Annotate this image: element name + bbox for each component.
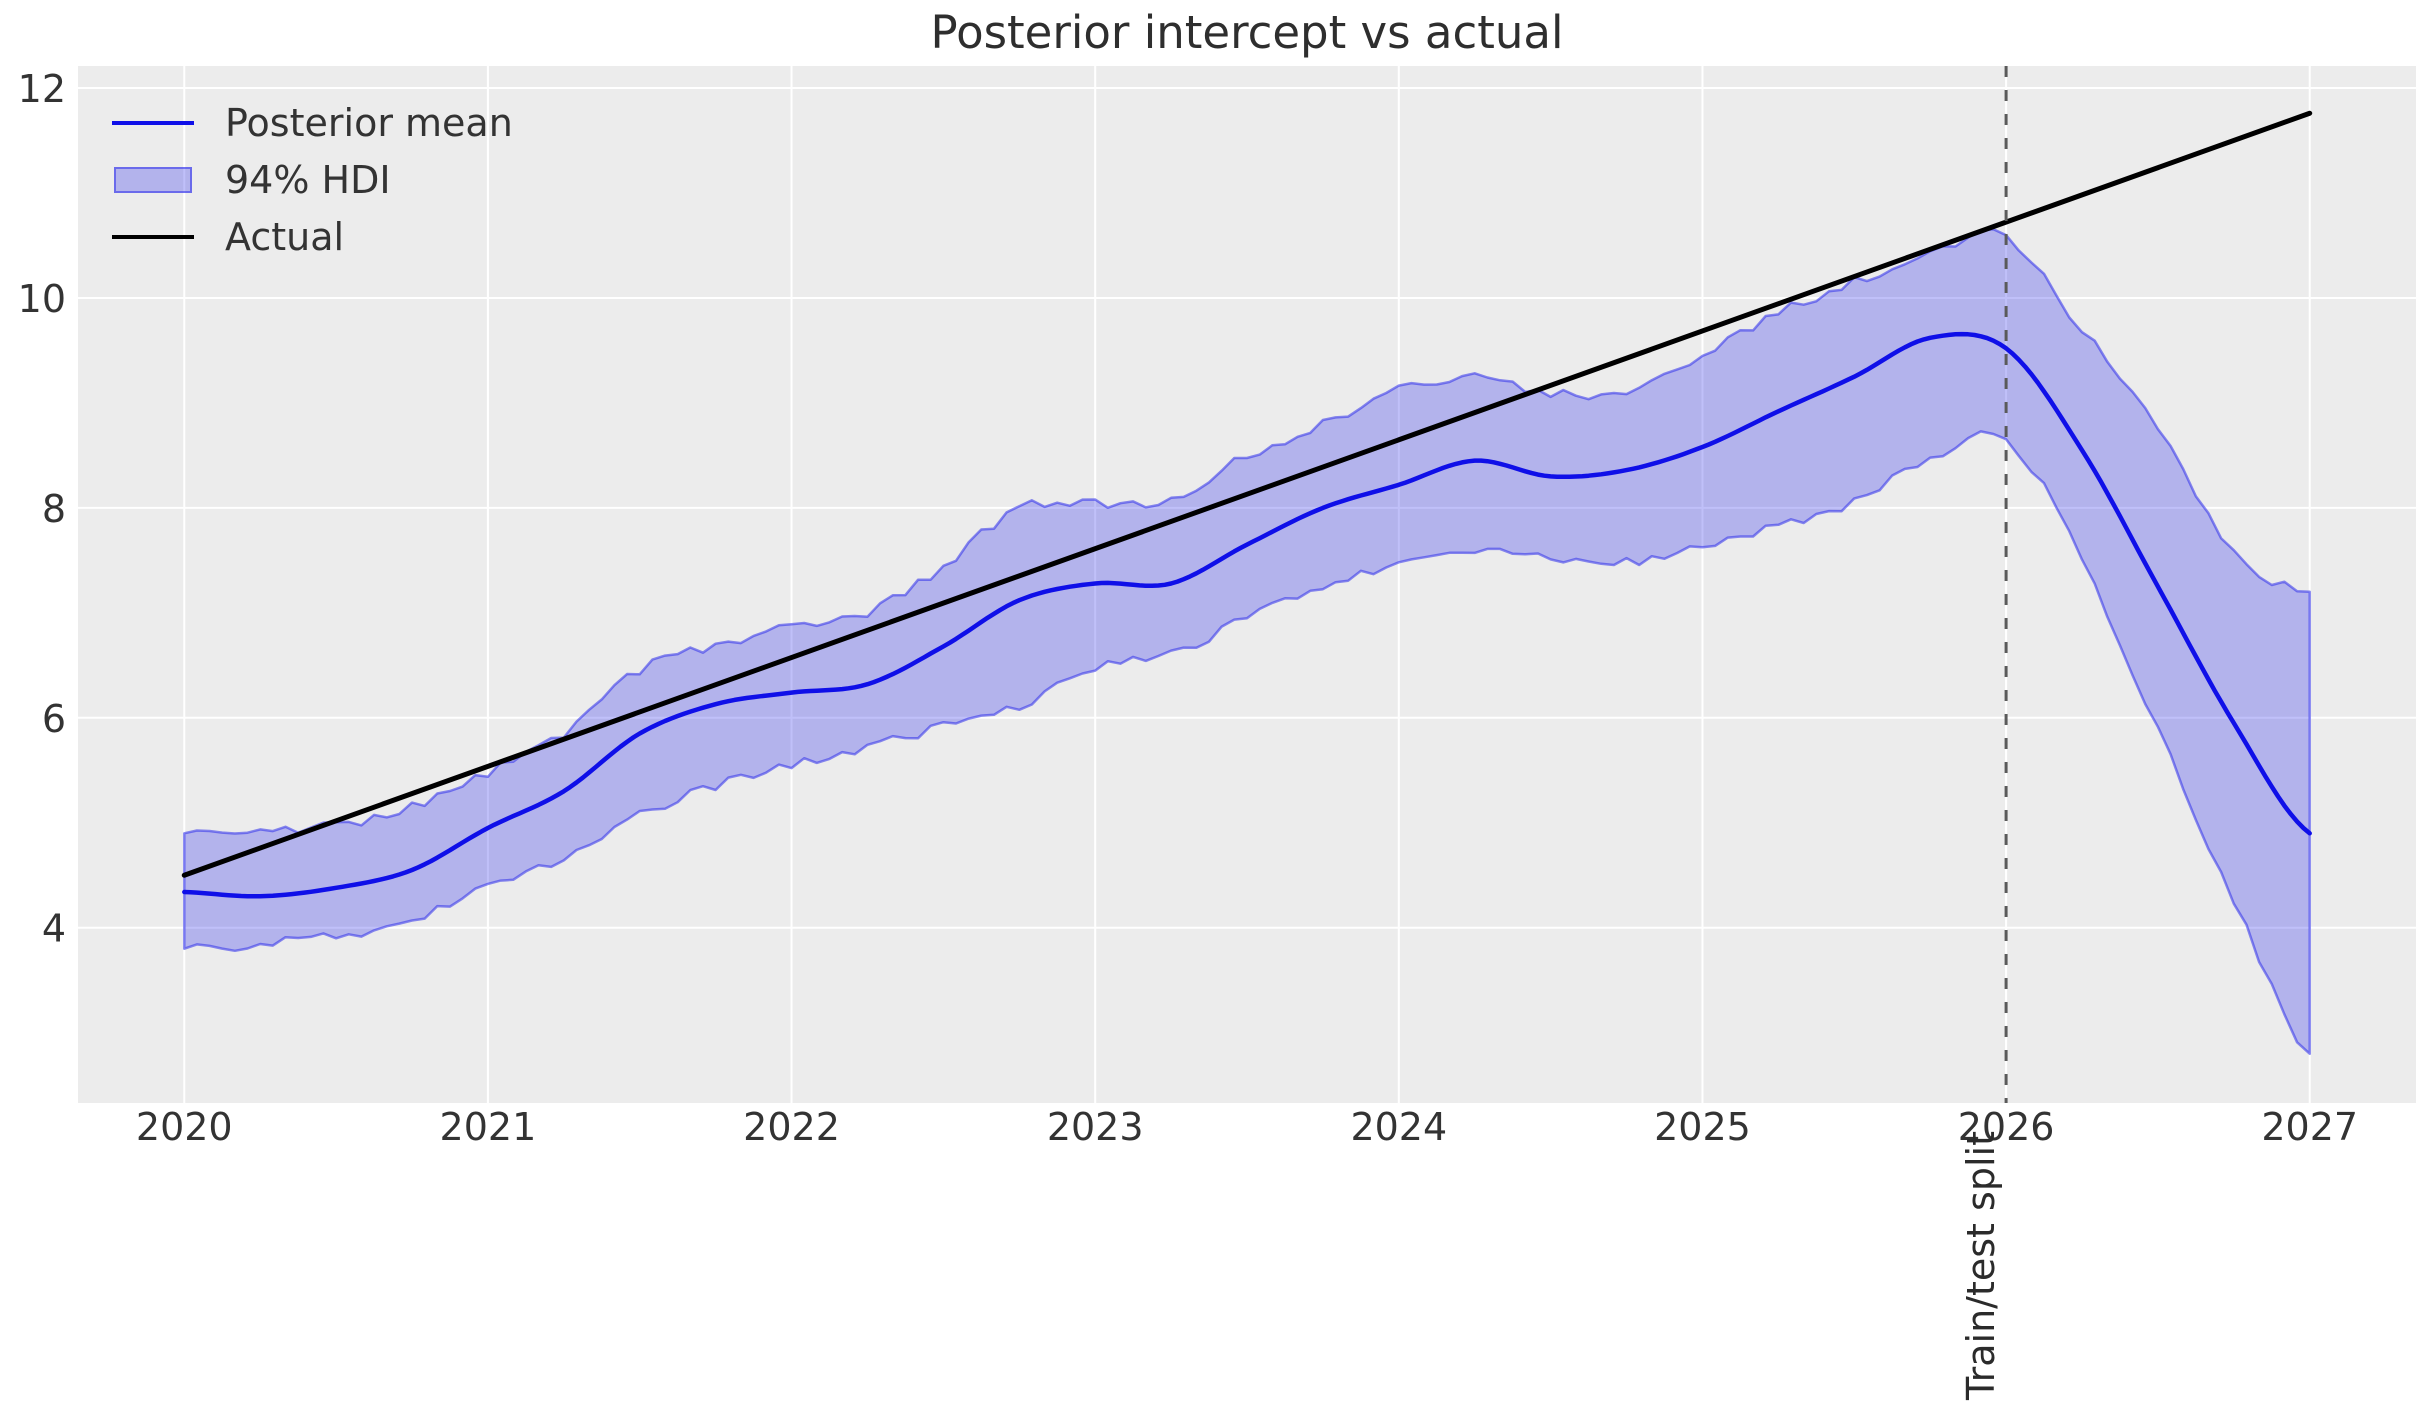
legend-label: Actual — [225, 214, 345, 259]
plot-area — [78, 66, 2416, 1103]
legend-item-actual: Actual — [112, 208, 513, 265]
legend-swatch-wrap — [112, 166, 194, 193]
x-tick-label: 2023 — [1047, 1105, 1144, 1149]
actual-line-swatch-icon — [112, 234, 194, 239]
legend-item-hdi: 94% HDI — [112, 151, 513, 208]
legend-label: Posterior mean — [225, 100, 513, 145]
x-tick-label: 2027 — [2261, 1105, 2358, 1149]
y-tick-label: 12 — [18, 67, 66, 111]
legend-label: 94% HDI — [225, 157, 391, 202]
y-tick-label: 10 — [18, 277, 66, 321]
x-tick-label: 2021 — [440, 1105, 537, 1149]
chart-title: Posterior intercept vs actual — [930, 6, 1564, 59]
hdi-patch-swatch-icon — [114, 166, 192, 193]
legend: Posterior mean 94% HDI Actual — [112, 94, 513, 265]
legend-swatch-wrap — [112, 234, 194, 239]
y-tick-label: 4 — [42, 907, 66, 951]
posterior-mean-line-swatch-icon — [112, 120, 194, 125]
x-tick-label: 2026 — [1958, 1105, 2055, 1149]
x-tick-label: 2025 — [1654, 1105, 1751, 1149]
train-test-split-annotation: Train/test split — [1959, 1131, 2004, 1400]
x-tick-label: 2022 — [743, 1105, 840, 1149]
actual-line — [181, 110, 2313, 878]
x-tick-label: 2020 — [136, 1105, 233, 1149]
x-tick-label: 2024 — [1350, 1105, 1447, 1149]
y-tick-label: 6 — [42, 697, 66, 741]
hdi-band — [183, 227, 2311, 1055]
y-tick-label: 8 — [42, 487, 66, 531]
posterior-mean-line — [182, 331, 2312, 899]
legend-item-posterior-mean: Posterior mean — [112, 94, 513, 151]
legend-swatch-wrap — [112, 120, 194, 125]
